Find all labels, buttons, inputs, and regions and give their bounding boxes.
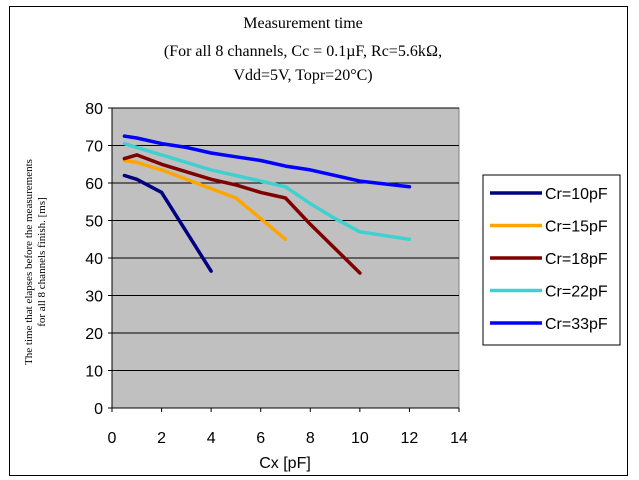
series-line-4 — [122, 134, 412, 189]
y-tick-label-7: 70 — [85, 139, 103, 156]
axes — [108, 107, 460, 412]
chart-frame: Measurement time (For all 8 channels, Cc… — [9, 6, 628, 476]
x-tick-label-5: 10 — [351, 430, 369, 447]
gridlines — [112, 107, 459, 371]
y-tick-label-3: 30 — [85, 289, 103, 306]
y-tick-label-1: 10 — [85, 364, 103, 381]
chart-title: Measurement time — [243, 15, 363, 32]
x-tick-labels: 0 2 4 6 8 10 12 14 — [108, 430, 468, 447]
y-axis-title-line-2: for all 8 channels finish. [ms] — [36, 197, 48, 327]
legend-label-1: Cr=15pF — [545, 219, 608, 236]
legend-label-3: Cr=22pF — [545, 284, 608, 301]
chart: Measurement time (For all 8 channels, Cc… — [23, 15, 621, 472]
y-tick-label-6: 60 — [85, 176, 103, 193]
x-tick-label-7: 14 — [450, 430, 468, 447]
y-tick-label-4: 40 — [85, 251, 103, 268]
x-tick-label-1: 2 — [157, 430, 166, 447]
x-tick-label-6: 12 — [401, 430, 419, 447]
y-tick-label-5: 50 — [85, 214, 103, 231]
series-line-2 — [122, 153, 362, 275]
x-tick-label-0: 0 — [108, 430, 117, 447]
y-tick-label-0: 0 — [94, 401, 103, 418]
y-axis-title-line-1: The time that elapses before the measure… — [23, 159, 35, 365]
legend-label-4: Cr=33pF — [545, 316, 608, 333]
x-tick-label-3: 6 — [256, 430, 265, 447]
y-tick-labels: 0 10 20 30 40 50 60 70 80 — [85, 101, 103, 418]
chart-subtitle-line-2: Vdd=5V, Topr=20°C) — [233, 67, 372, 84]
legend-label-0: Cr=10pF — [545, 186, 608, 203]
y-tick-label-2: 20 — [85, 326, 103, 343]
series-line-3 — [122, 141, 412, 242]
x-tick-label-4: 8 — [306, 430, 315, 447]
series-lines — [122, 134, 412, 275]
x-axis-title: Cx [pF] — [259, 455, 311, 472]
series-line-1 — [122, 158, 288, 242]
legend-label-2: Cr=18pF — [545, 251, 608, 268]
y-tick-label-8: 80 — [85, 101, 103, 118]
y-axis-title: The time that elapses before the measure… — [23, 159, 48, 365]
chart-subtitle-line-1: (For all 8 channels, Cc = 0.1µF, Rc=5.6k… — [164, 43, 442, 60]
legend: Cr=10pF Cr=15pF Cr=18pF Cr=22pF Cr=33pF — [482, 174, 621, 346]
legend-box — [482, 174, 621, 346]
x-tick-label-2: 4 — [207, 430, 216, 447]
series-line-0 — [122, 173, 213, 273]
